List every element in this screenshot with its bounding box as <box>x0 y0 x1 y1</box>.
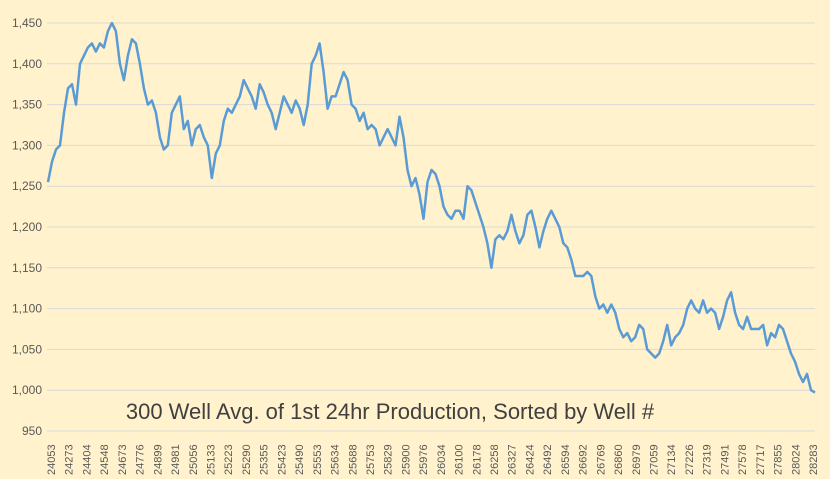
x-tick-label: 27226 <box>684 444 696 475</box>
x-tick-label: 26979 <box>631 444 643 475</box>
x-tick-label: 26860 <box>613 444 625 475</box>
y-tick-label: 1,150 <box>12 261 42 275</box>
x-tick-label: 25223 <box>223 444 235 475</box>
x-tick-label: 24404 <box>81 444 93 475</box>
x-tick-label: 26424 <box>524 444 536 475</box>
y-tick-label: 1,200 <box>12 220 42 234</box>
x-tick-label: 25688 <box>347 444 359 475</box>
x-tick-label: 25753 <box>365 444 377 475</box>
x-tick-label: 27491 <box>719 444 731 475</box>
y-tick-label: 1,350 <box>12 98 42 112</box>
x-tick-label: 28024 <box>790 444 802 475</box>
x-tick-label: 27855 <box>773 444 785 475</box>
gridlines <box>47 22 815 432</box>
x-tick-label: 26492 <box>542 444 554 475</box>
x-tick-label: 24981 <box>170 444 182 475</box>
series-line <box>46 21 816 394</box>
y-tick-label: 1,050 <box>12 342 42 356</box>
x-tick-label: 25829 <box>383 444 395 475</box>
x-tick-label: 24273 <box>64 444 76 475</box>
x-tick-label: 27578 <box>737 444 749 475</box>
x-tick-label: 26692 <box>578 444 590 475</box>
x-tick-label: 26100 <box>454 444 466 475</box>
x-tick-label: 24673 <box>117 444 129 475</box>
y-tick-label: 1,100 <box>12 302 42 316</box>
x-tick-label: 24776 <box>135 444 147 475</box>
x-tick-label: 25490 <box>294 444 306 475</box>
x-tick-label: 25423 <box>276 444 288 475</box>
y-tick-label: 1,300 <box>12 138 42 152</box>
x-tick-label: 27319 <box>702 444 714 475</box>
x-tick-label: 27134 <box>666 444 678 475</box>
x-tick-label: 24053 <box>46 444 58 475</box>
x-tick-label: 26258 <box>489 444 501 475</box>
x-tick-label: 25355 <box>259 444 271 475</box>
chart-title: 300 Well Avg. of 1st 24hr Production, So… <box>126 399 655 424</box>
y-tick-label: 950 <box>22 424 42 438</box>
x-tick-label: 27059 <box>649 444 661 475</box>
x-tick-label: 25133 <box>205 444 217 475</box>
y-tick-label: 1,000 <box>12 383 42 397</box>
x-tick-label: 25056 <box>188 444 200 475</box>
x-tick-label: 28283 <box>808 444 820 475</box>
x-tick-label: 25290 <box>241 444 253 475</box>
x-tick-label: 26327 <box>507 444 519 475</box>
x-tick-label: 26769 <box>595 444 607 475</box>
y-axis: 950 1,000 1,050 1,100 1,150 1,200 1,250 1,300 1,… <box>12 16 42 438</box>
x-tick-label: 27717 <box>755 444 767 475</box>
x-tick-label: 25553 <box>312 444 324 475</box>
x-tick-label: 26034 <box>436 444 448 475</box>
x-tick-label: 25634 <box>330 444 342 475</box>
x-tick-label: 25976 <box>418 444 430 475</box>
x-tick-label: 24899 <box>152 444 164 475</box>
x-tick-label: 26178 <box>471 444 483 475</box>
x-tick-label: 24548 <box>99 444 111 475</box>
x-axis: 24053 24273 24404 24548 24673 24776 24899 24981… <box>46 444 820 475</box>
y-tick-label: 1,250 <box>12 179 42 193</box>
x-tick-label: 26594 <box>560 444 572 475</box>
x-tick-label: 25900 <box>400 444 412 475</box>
y-tick-label: 1,450 <box>12 16 42 30</box>
y-tick-label: 1,400 <box>12 57 42 71</box>
